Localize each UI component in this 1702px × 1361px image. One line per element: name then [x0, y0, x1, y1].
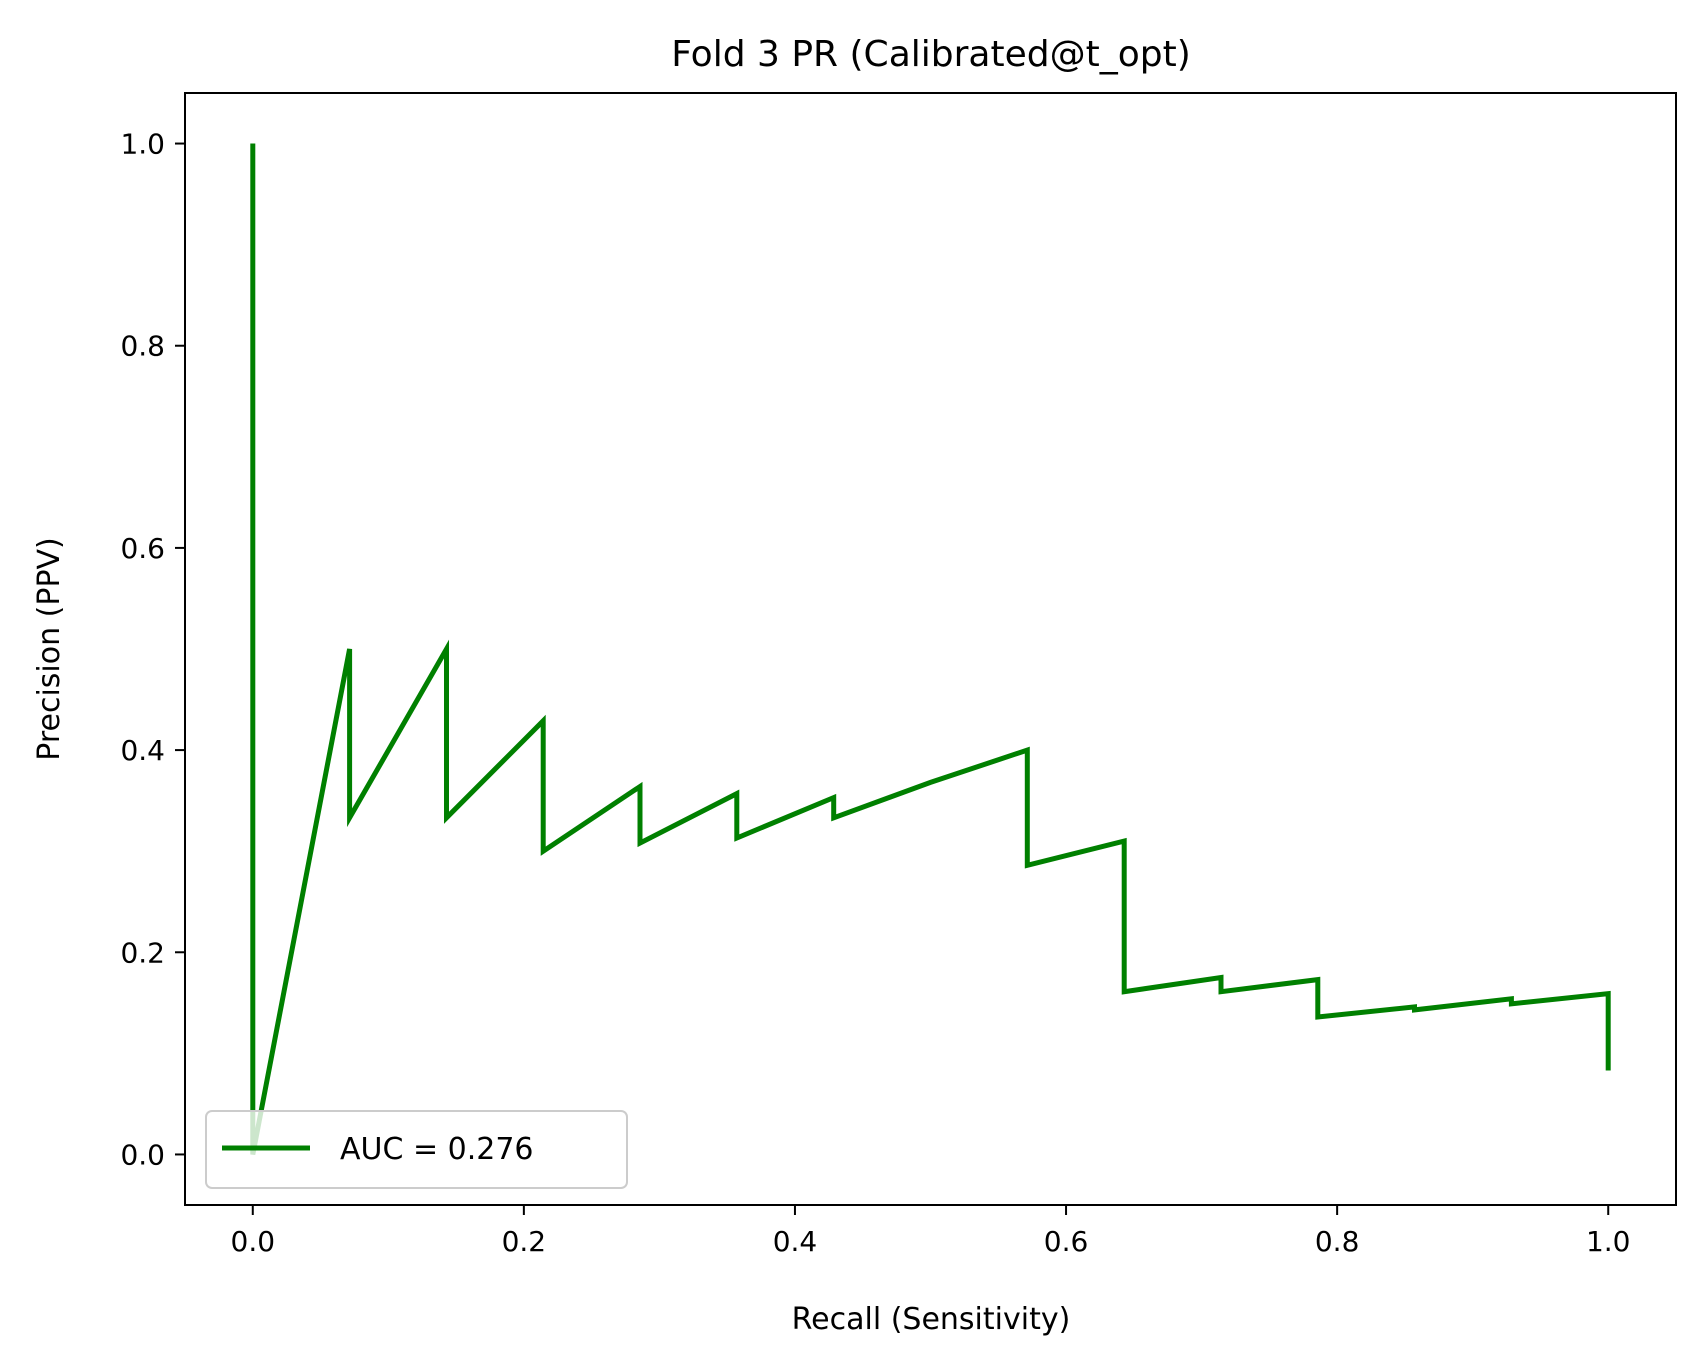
y-tick-label: 0.2 [120, 936, 165, 969]
legend-entry-label: AUC = 0.276 [340, 1132, 534, 1167]
y-tick-label: 1.0 [120, 128, 165, 161]
y-tick-label: 0.0 [120, 1138, 165, 1171]
legend: AUC = 0.276 [205, 1110, 628, 1189]
x-axis-label: Recall (Sensitivity) [792, 1302, 1071, 1337]
y-axis-label: Precision (PPV) [32, 537, 67, 761]
y-tick-label: 0.6 [120, 532, 165, 565]
plot-background [185, 93, 1676, 1205]
pr-curve-line [250, 143, 1611, 1155]
x-tick-label: 0.0 [231, 1225, 276, 1258]
x-tick-label: 0.8 [1315, 1225, 1360, 1258]
legend-frame [205, 1110, 628, 1189]
series-layer [250, 143, 1611, 1155]
plot-frame [184, 92, 1677, 1206]
y-tick-label: 0.4 [120, 734, 165, 767]
y-axis-ticks: 0.0 0.2 0.4 0.6 0.8 1.0 [120, 128, 185, 1171]
x-tick-label: 0.2 [502, 1225, 547, 1258]
x-tick-label: 0.6 [1044, 1225, 1089, 1258]
y-tick-label: 0.8 [120, 330, 165, 363]
x-tick-label: 0.4 [773, 1225, 818, 1258]
chart-title: Fold 3 PR (Calibrated@t_opt) [671, 34, 1191, 75]
x-tick-label: 1.0 [1586, 1225, 1631, 1258]
x-axis-ticks: 0.0 0.2 0.4 0.6 0.8 1.0 [231, 1205, 1631, 1258]
plot-area [185, 93, 1676, 1205]
